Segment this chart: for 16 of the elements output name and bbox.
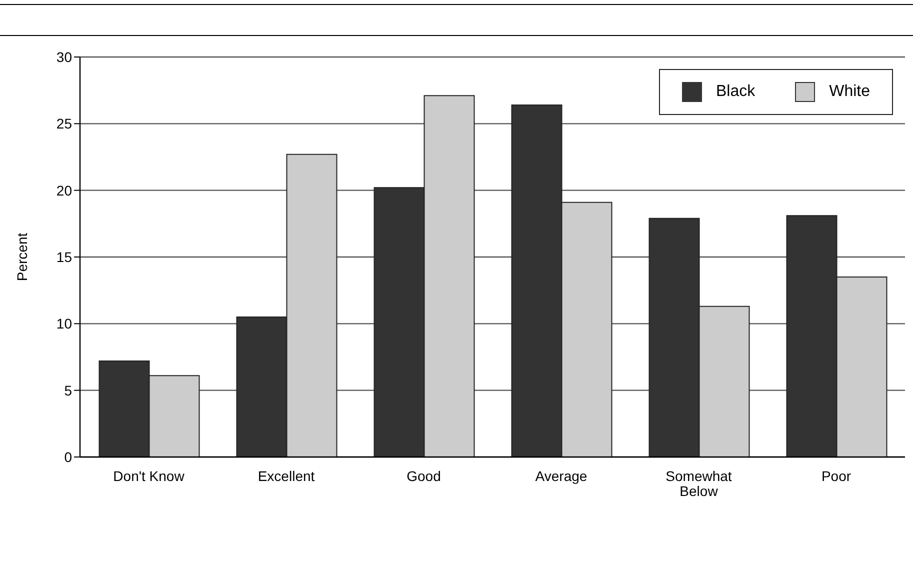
x-tick-label: Good xyxy=(406,468,441,484)
x-tick-label: Don't Know xyxy=(113,468,186,484)
y-tick-label: 0 xyxy=(64,448,72,465)
y-tick-label: 15 xyxy=(56,248,72,265)
y-tick-label: 5 xyxy=(64,382,72,398)
x-tick-label: Excellent xyxy=(258,468,315,484)
y-axis-title: Percent xyxy=(14,232,30,282)
legend-label: Black xyxy=(716,83,756,101)
legend-label: White xyxy=(829,83,870,101)
y-tick-label: 10 xyxy=(56,316,72,332)
x-tick-label: Somewhat Below xyxy=(666,468,732,499)
y-tick-label: 25 xyxy=(56,116,72,132)
x-tick-label: Poor xyxy=(821,468,852,484)
y-tick-label: 20 xyxy=(56,182,72,198)
x-tick-label: Average xyxy=(535,468,588,484)
y-tick-label: 30 xyxy=(56,48,72,65)
